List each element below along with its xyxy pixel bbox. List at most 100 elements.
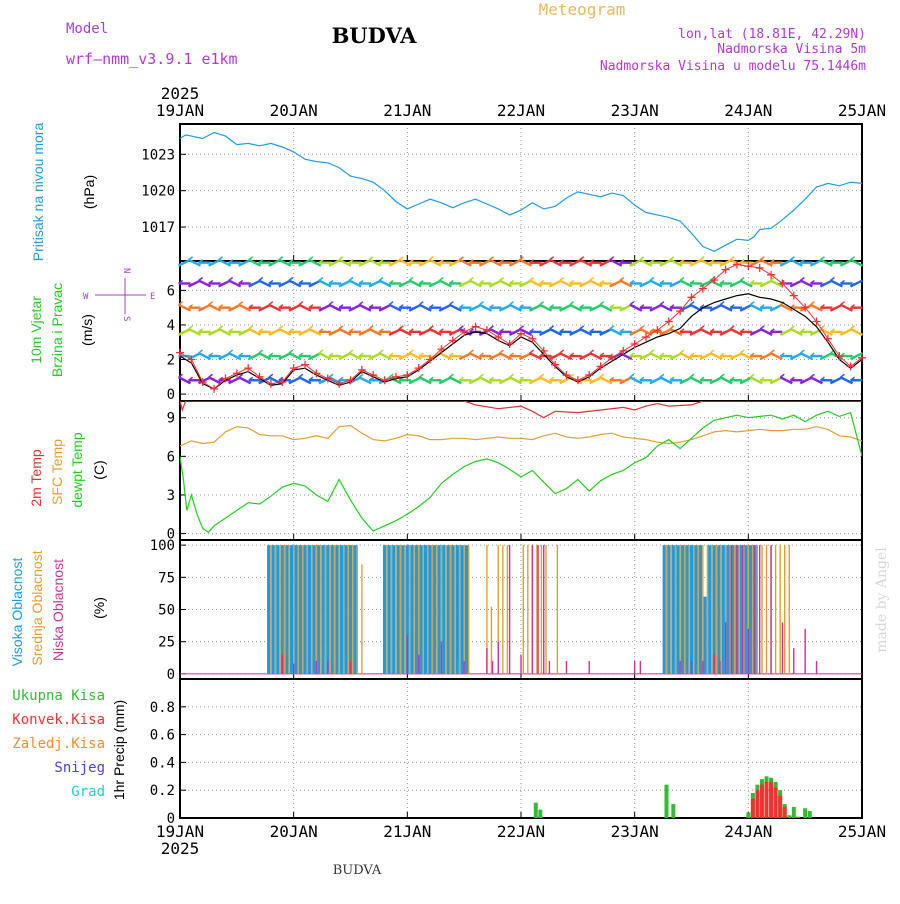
wind-arrow-head (448, 352, 454, 357)
wind-arrow-head (258, 259, 264, 264)
wind-arrow-head (188, 376, 194, 381)
wind-arrow-head (208, 262, 214, 267)
wind-arrow (549, 258, 563, 267)
convective-precip-bar (755, 790, 760, 818)
low-cloud-ylabel: Niska Oblacnost (50, 559, 66, 661)
wind-gust-marker (369, 371, 378, 380)
wind-arrow-head (368, 282, 374, 288)
wind-arrow (458, 258, 472, 267)
wind-arrow-head (478, 262, 484, 267)
station-title: BUDVA (332, 23, 418, 48)
wind-arrow-head (719, 352, 725, 357)
wind-arrow-head (769, 349, 775, 354)
wind-arrow-head (679, 259, 685, 264)
wind-arrow-head (529, 328, 535, 333)
wind-arrow-head (679, 349, 685, 354)
high-cloud-bar (446, 545, 450, 674)
wind-arrow-head (208, 331, 214, 336)
wind-gust-marker (335, 379, 344, 388)
wind-arrow-head (609, 256, 615, 261)
high-cloud-bar (667, 545, 671, 674)
wind-arrow-head (830, 276, 835, 282)
bottom-date-label: 20JAN (270, 822, 318, 841)
wind-arrow-head (679, 328, 685, 333)
wind-arrow-head (840, 373, 845, 378)
wind-arrow (679, 279, 693, 288)
wind-arrow-head (539, 262, 545, 267)
wind-gust-marker (823, 334, 832, 343)
wind-arrow-head (749, 331, 755, 336)
wind-arrow-head (218, 304, 224, 309)
wind-arrow-head (809, 301, 815, 306)
wind-arrow-head (619, 276, 625, 282)
wind-arrow (789, 327, 803, 336)
wind-arrow-head (589, 259, 595, 264)
wind-arrow-head (789, 376, 795, 381)
wind-arrow (418, 376, 432, 385)
wind-arrow-head (699, 282, 705, 288)
high-cloud-bar (694, 545, 698, 674)
wind-arrow (679, 351, 693, 361)
high-cloud-bar (330, 545, 334, 674)
wind-arrow (268, 303, 282, 312)
high-cloud-bar (685, 545, 689, 674)
wind-arrow-head (278, 376, 284, 381)
wind-arrow-head (318, 307, 324, 312)
wind-gust-marker (676, 307, 685, 316)
wind-arrow-head (519, 355, 524, 360)
wind-arrow (488, 258, 502, 267)
wind-arrow-head (468, 379, 474, 384)
wind-arrow (839, 376, 854, 385)
wind-arrow-head (238, 301, 244, 306)
high-cloud-bar (387, 545, 391, 674)
wind-arrow-head (338, 256, 344, 261)
wind-arrow (328, 303, 342, 312)
total-precip-bar (746, 812, 751, 818)
wind-arrow-head (749, 279, 755, 285)
y-tick-label: 1023 (141, 147, 175, 163)
wind-arrow-head (358, 352, 364, 357)
wind-arrow (519, 258, 533, 267)
wind-arrow-head (288, 328, 294, 333)
wind-arrow-head (188, 256, 194, 261)
wind-arrow (438, 351, 452, 361)
high-cloud-bar (689, 545, 694, 674)
wind-arrow-head (769, 328, 775, 333)
y-tick-label: 6 (167, 283, 175, 299)
wind-arrow-head (458, 304, 464, 309)
wind-arrow (539, 303, 553, 312)
high-cloud-bar (442, 545, 446, 674)
wind-arrow-head (438, 276, 444, 282)
wind-arrow (428, 327, 442, 336)
wind-arrow-head (318, 349, 324, 354)
wind-arrow-head (448, 331, 454, 336)
wind-arrow-head (719, 262, 725, 267)
wind-arrow-head (559, 328, 565, 333)
wind-arrow (218, 258, 232, 267)
high-cloud-bar (339, 545, 344, 674)
wind-arrow-head (659, 331, 665, 336)
high-cloud-bar (344, 545, 348, 674)
wind-arrow-head (759, 304, 765, 309)
wind-arrow (308, 258, 322, 267)
wind-arrow-head (789, 325, 795, 330)
high-cloud-bar (455, 545, 459, 674)
wind-arrow (478, 303, 492, 312)
wind-arrow-head (358, 279, 364, 285)
wind-arrow-head (208, 279, 214, 285)
y-tick-label: 50 (158, 603, 175, 619)
wind-arrow-head (198, 328, 204, 333)
wind-arrow-head (739, 259, 745, 264)
high-cloud-bar (680, 545, 685, 674)
y-tick-label: 0 (167, 527, 175, 543)
wind-arrow-head (398, 355, 404, 360)
wind-arrow-head (769, 379, 775, 384)
wind-arrow-head (318, 328, 324, 333)
wind-arrow (248, 258, 262, 267)
wind-gust-marker (528, 334, 537, 343)
wind-arrow-head (468, 328, 474, 333)
wind-arrow-head (719, 331, 725, 336)
wind-arrow (559, 279, 573, 288)
wind-arrow-head (388, 262, 394, 267)
wind-gust-marker (812, 317, 821, 326)
